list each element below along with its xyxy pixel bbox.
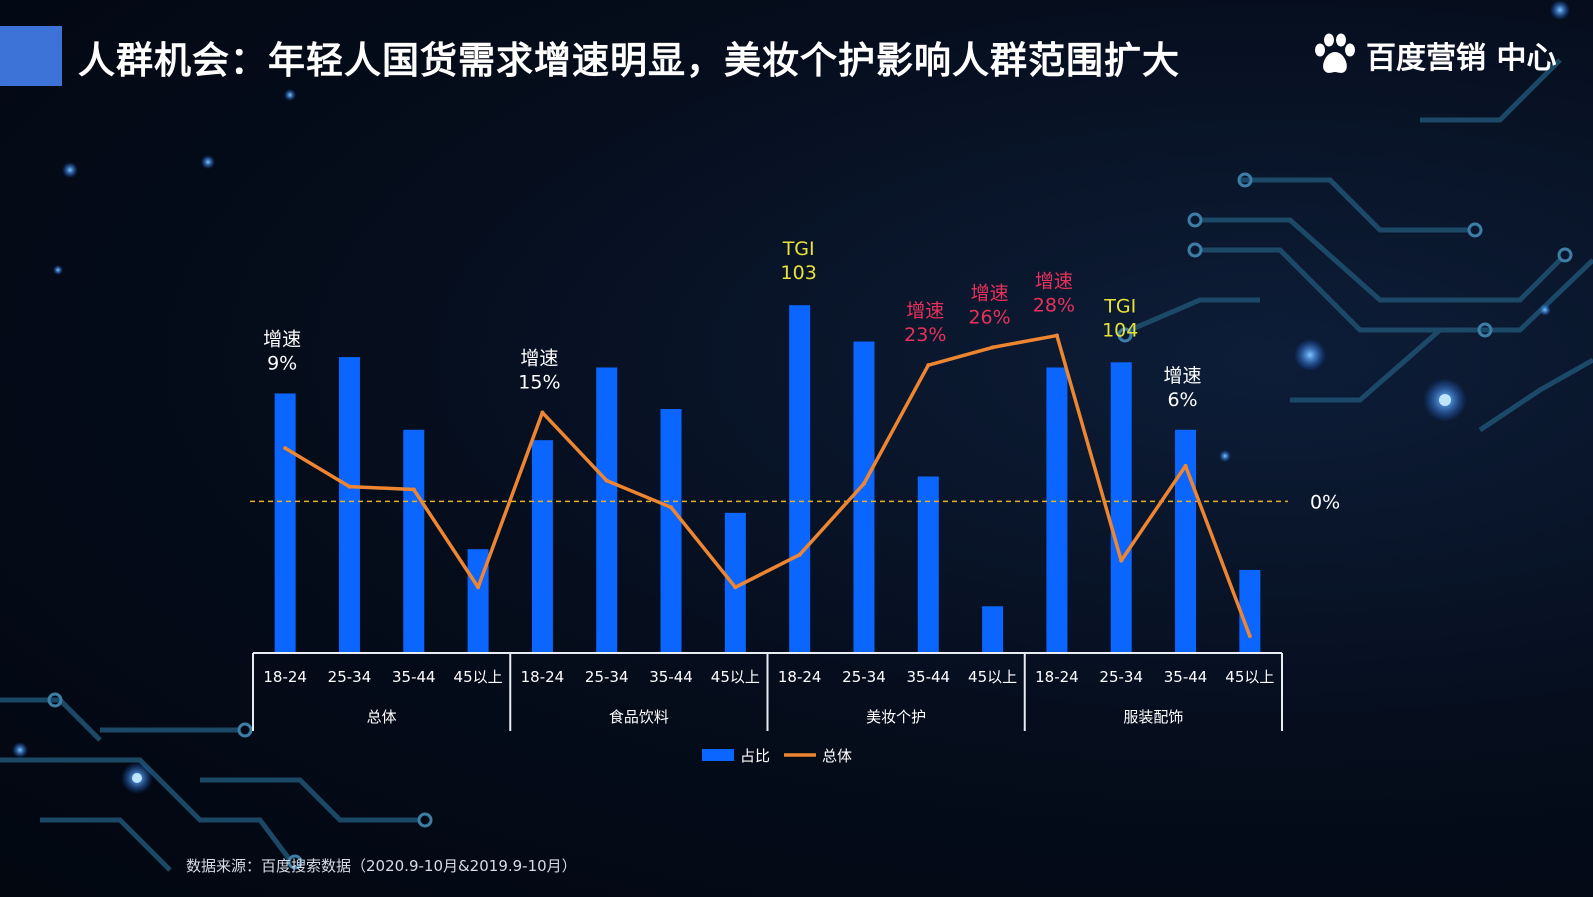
data-annotation: 6% (1167, 389, 1197, 411)
brand-logo: 百度营销 中心 (1312, 32, 1556, 78)
data-annotation: 15% (518, 372, 560, 394)
bar (531, 440, 553, 653)
x-tick-label: 35-44 (649, 668, 693, 686)
x-tick-label: 18-24 (521, 668, 565, 686)
x-tick-label: 25-34 (585, 668, 629, 686)
bar (596, 367, 618, 653)
bar (724, 512, 746, 653)
x-tick-label: 45以上 (711, 668, 760, 686)
line-point (990, 345, 995, 350)
x-tick-label: 35-44 (392, 668, 436, 686)
data-annotation: 增速 (520, 348, 558, 370)
line-series (284, 333, 1252, 637)
data-annotation: 9% (267, 352, 297, 374)
group-label: 美妆个护 (866, 708, 926, 726)
bar (1239, 569, 1261, 653)
x-tick-label: 18-24 (263, 668, 307, 686)
data-annotation: 26% (968, 306, 1010, 328)
reference-line-label: 0% (1310, 491, 1340, 513)
data-annotation: 28% (1033, 295, 1075, 317)
line-point (926, 363, 931, 368)
brand-name: 百度营销 中心 (1366, 41, 1557, 76)
data-annotation: 增速 (971, 282, 1009, 304)
group-label: 食品饮料 (609, 708, 669, 726)
data-annotation: TGI (782, 238, 815, 260)
bar (917, 476, 939, 653)
x-tick-label: 18-24 (778, 668, 822, 686)
data-annotation: 增速 (263, 328, 301, 350)
line-point (1183, 463, 1188, 468)
x-tick-label: 45以上 (1225, 668, 1274, 686)
data-source-note: 数据来源：百度搜索数据（2020.9-10月&2019.9-10月） (186, 857, 577, 875)
line-point (347, 484, 352, 489)
bar (403, 429, 425, 653)
line-point (283, 446, 288, 451)
bar (789, 305, 811, 653)
group-label: 服装配饰 (1123, 708, 1183, 726)
x-tick-label: 25-34 (842, 668, 886, 686)
line-point (861, 481, 866, 486)
bar (1110, 362, 1132, 653)
legend-label: 占比 (740, 747, 770, 765)
bar (338, 357, 360, 653)
line-point (797, 552, 802, 557)
line-point (1119, 558, 1124, 563)
x-axis: 18-24 25-34 35-44 45以上 18-24 25-34 35-44 45以上 18… (252, 652, 1283, 731)
line-point (1247, 634, 1252, 638)
line-point (540, 410, 545, 415)
legend-label: 总体 (822, 747, 852, 765)
data-annotation: 104 (1102, 319, 1138, 341)
title-accent-block (0, 26, 62, 86)
bar (982, 606, 1004, 653)
data-annotation: 103 (781, 262, 817, 284)
line-points (283, 333, 1252, 638)
x-tick-label: 25-34 (328, 668, 372, 686)
bar (660, 409, 682, 653)
bar-series (274, 305, 1261, 653)
data-annotation: 增速 (1164, 365, 1202, 387)
data-annotation: 增速 (1035, 271, 1073, 293)
line-point (669, 505, 674, 510)
legend: 占比 总体 (702, 747, 852, 765)
bar (1175, 429, 1197, 653)
data-annotation: 增速 (906, 300, 944, 322)
x-tick-label: 45以上 (968, 668, 1017, 686)
line-point (411, 487, 416, 492)
line-point (733, 585, 738, 590)
line-point (1054, 333, 1059, 338)
x-tick-label: 25-34 (1099, 668, 1143, 686)
group-label: 总体 (367, 708, 397, 726)
line-point (476, 585, 481, 590)
data-annotation: 23% (904, 324, 946, 346)
bar (274, 393, 296, 653)
x-tick-label: 18-24 (1035, 668, 1079, 686)
data-annotation: TGI (1103, 295, 1136, 317)
line-point (604, 478, 609, 483)
bar (853, 341, 875, 653)
bar (1046, 367, 1068, 653)
x-tick-label: 35-44 (1164, 668, 1208, 686)
paw-icon (1315, 33, 1355, 73)
page-title: 人群机会：年轻人国货需求增速明显，美妆个护影响人群范围扩大 (78, 39, 1180, 82)
legend-swatch-bar (702, 749, 734, 761)
x-tick-label: 35-44 (906, 668, 950, 686)
x-tick-label: 45以上 (454, 668, 503, 686)
